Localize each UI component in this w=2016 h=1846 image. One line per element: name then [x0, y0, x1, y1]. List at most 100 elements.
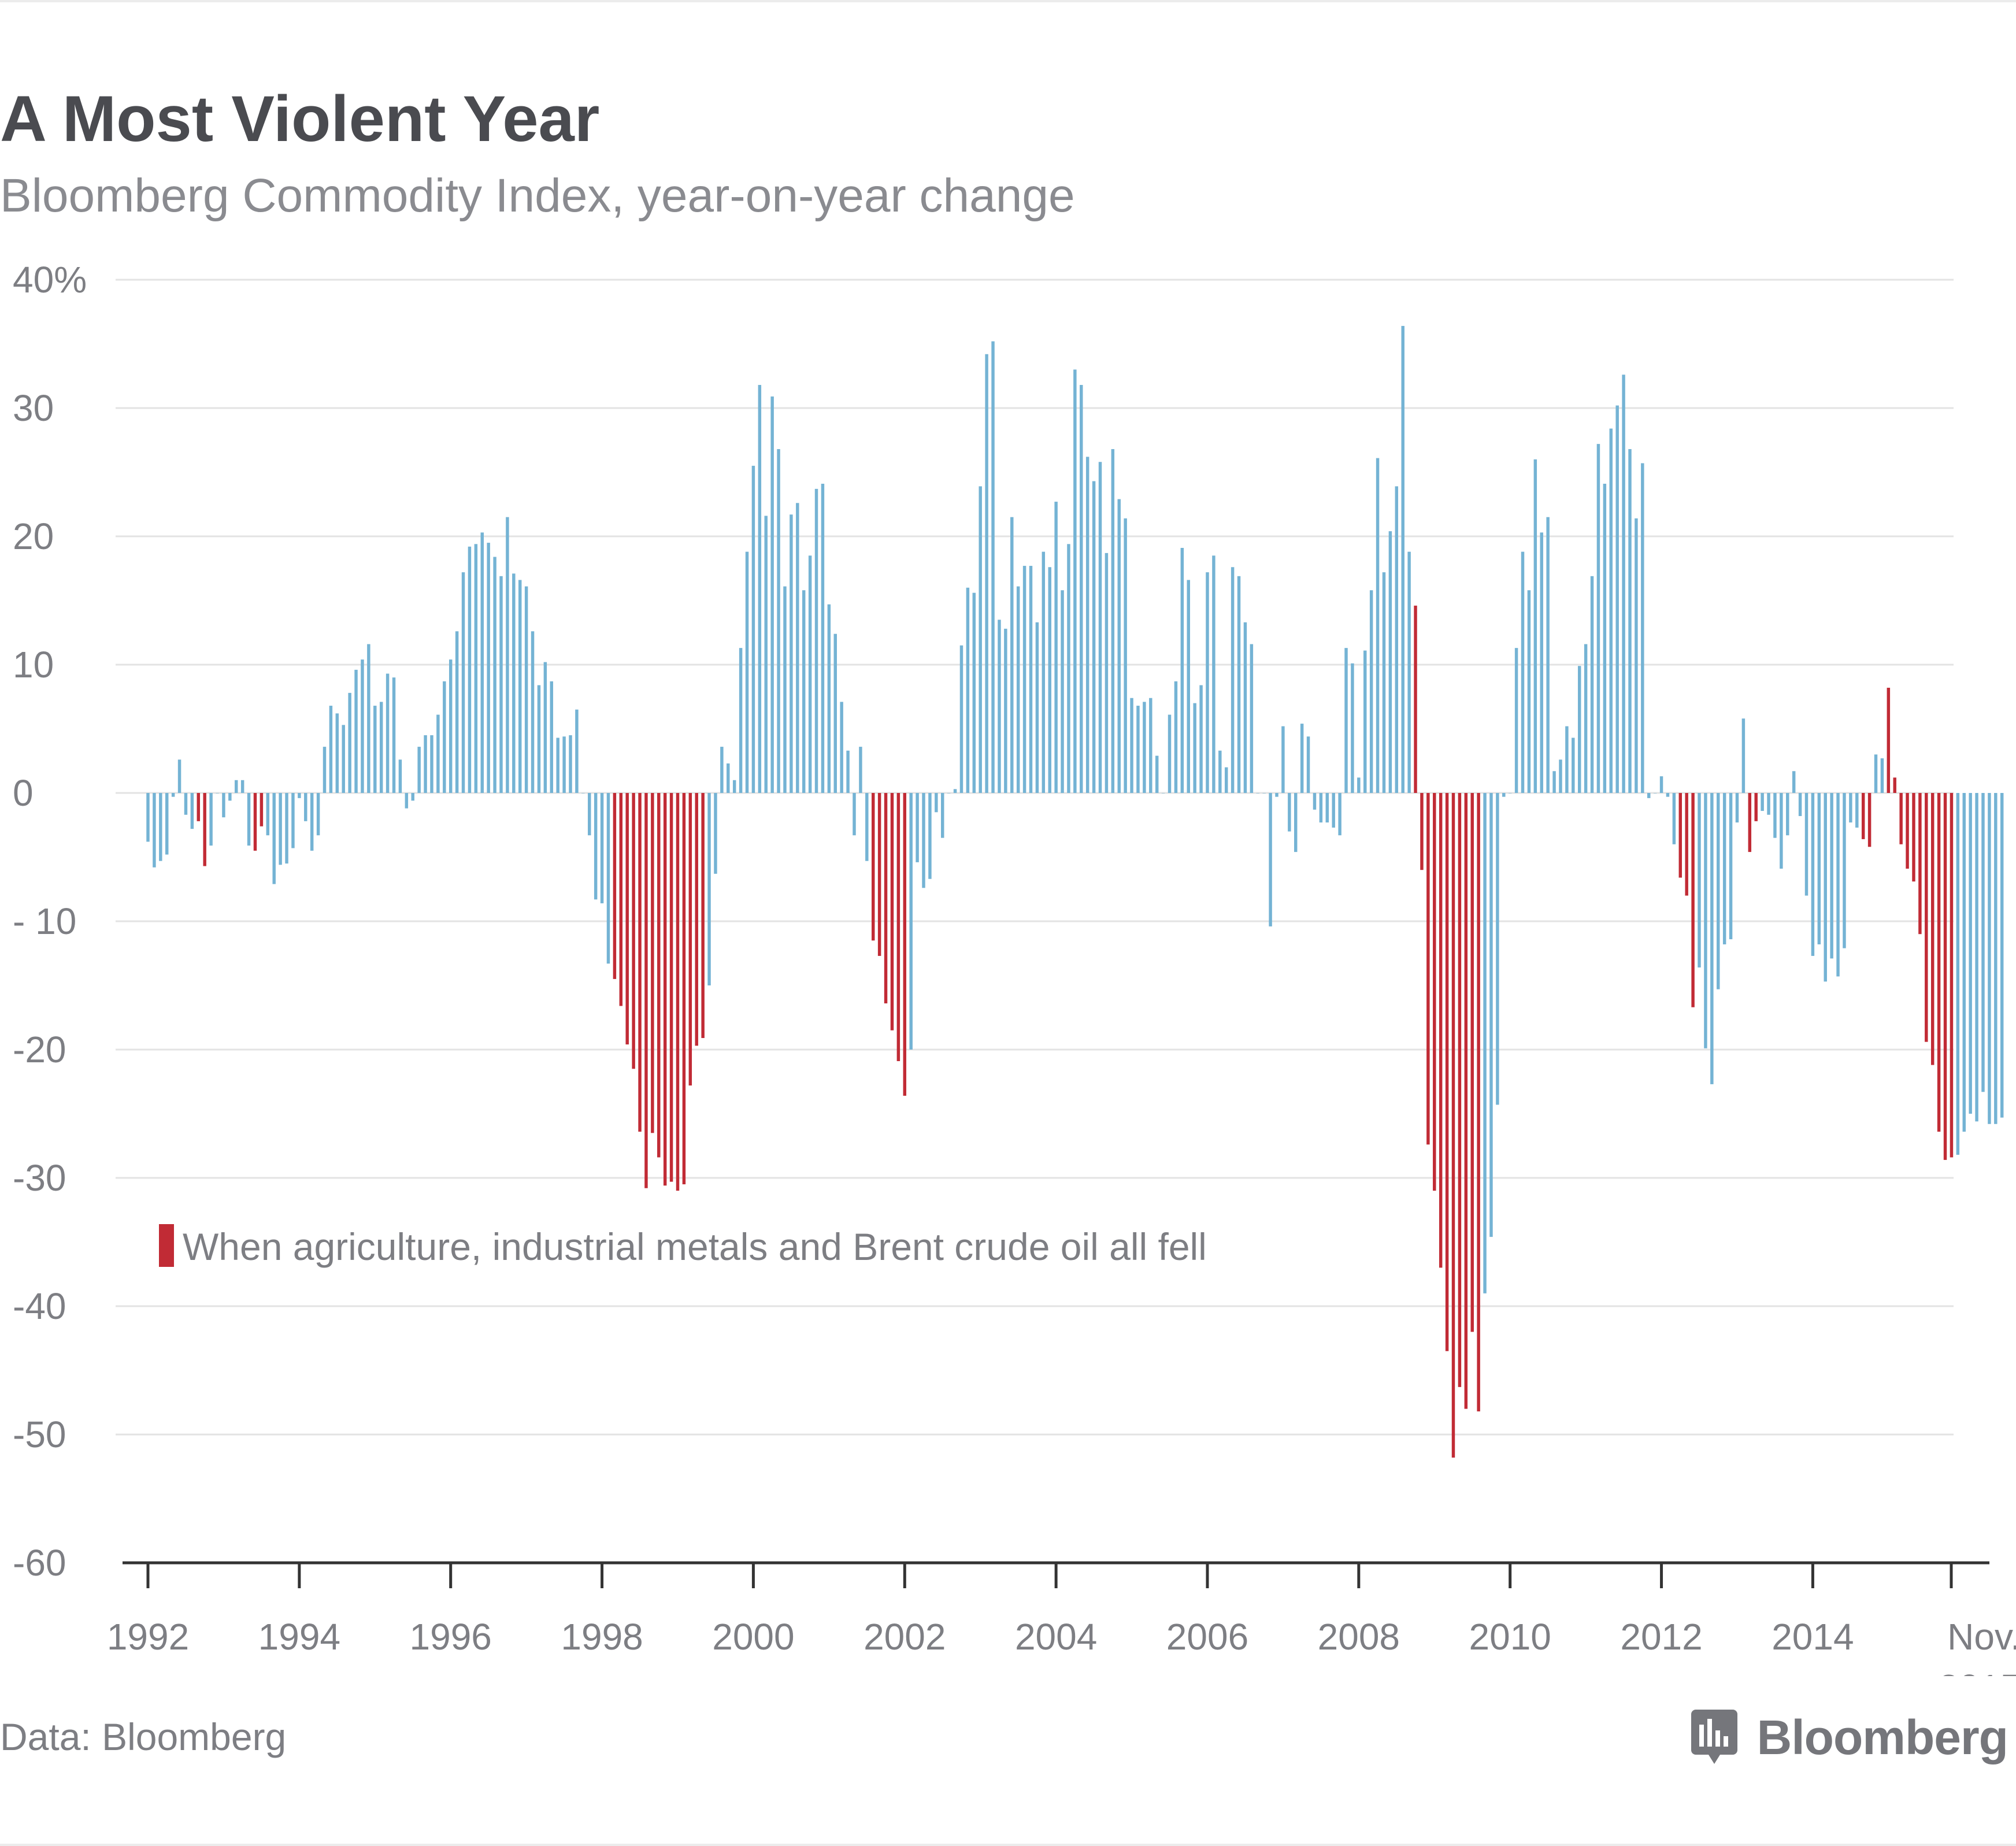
source-note: Data: Bloomberg	[0, 1715, 287, 1758]
bar	[581, 793, 585, 794]
bar	[1155, 755, 1159, 793]
bar	[1704, 793, 1707, 1048]
bar	[216, 793, 219, 794]
bar	[865, 793, 869, 861]
y-tick-label: 10	[13, 644, 54, 685]
bar	[1874, 754, 1878, 793]
bar	[1780, 793, 1783, 869]
bar	[493, 557, 496, 793]
bar	[1811, 793, 1815, 956]
bar	[1521, 551, 1525, 793]
x-tick-label: Nov.	[1947, 1616, 2016, 1658]
bar	[1962, 793, 1966, 1132]
bar	[474, 544, 478, 793]
bar	[1735, 793, 1739, 823]
bar	[853, 793, 856, 836]
y-tick-label: -30	[13, 1157, 66, 1199]
bar	[247, 793, 251, 846]
bar	[1565, 726, 1569, 793]
bar	[758, 385, 762, 793]
bar	[751, 465, 755, 793]
bar	[720, 747, 724, 793]
bar-all-fell	[1414, 605, 1417, 793]
bar	[335, 713, 339, 793]
bar	[1798, 793, 1802, 816]
bar	[827, 604, 831, 793]
bar	[1773, 793, 1777, 838]
bar	[1357, 777, 1361, 793]
bar	[1237, 576, 1241, 793]
bar	[562, 736, 566, 793]
bar	[1603, 483, 1607, 793]
x-tick-label: 2004	[1015, 1616, 1097, 1658]
bar	[1262, 793, 1266, 794]
x-axis	[123, 1561, 1989, 1588]
bar	[417, 747, 421, 793]
bar	[790, 514, 793, 793]
bar	[1187, 580, 1190, 793]
bar	[1388, 531, 1392, 793]
bar-all-fell	[903, 793, 907, 1096]
bar	[1048, 567, 1051, 793]
bar-all-fell	[669, 793, 673, 1182]
bar	[1130, 698, 1133, 793]
bar	[1767, 793, 1770, 815]
bar-all-fell	[632, 793, 635, 1069]
bar	[972, 592, 976, 793]
bar	[1275, 793, 1278, 797]
bar	[291, 793, 295, 848]
bar	[1533, 459, 1537, 793]
bar	[430, 735, 433, 793]
x-tick-label: 2014	[1772, 1616, 1854, 1658]
bar	[922, 793, 925, 888]
bar	[316, 793, 320, 836]
bar	[821, 483, 825, 793]
bar	[1256, 793, 1259, 794]
bar	[1641, 463, 1644, 793]
bar-all-fell	[701, 793, 705, 1039]
bar	[739, 648, 743, 793]
bar	[228, 793, 232, 801]
bar	[1035, 622, 1039, 793]
bloomberg-chart-icon	[1691, 1710, 1737, 1764]
bar	[953, 789, 957, 793]
bar	[606, 793, 610, 964]
bar	[455, 631, 459, 793]
bar-all-fell	[1464, 793, 1468, 1409]
bar	[1401, 325, 1404, 793]
bar-all-fell	[260, 793, 264, 826]
bar	[1722, 793, 1726, 944]
bar	[361, 659, 364, 793]
bar	[1672, 793, 1676, 844]
bar	[1489, 793, 1493, 1237]
bar	[1395, 486, 1399, 793]
bar	[1161, 793, 1165, 794]
bar	[1572, 737, 1575, 793]
bar	[1199, 685, 1203, 793]
bar	[1010, 517, 1014, 793]
bar	[468, 546, 472, 793]
bar	[569, 735, 572, 793]
bar-all-fell	[1893, 777, 1896, 793]
bar-all-fell	[1458, 793, 1462, 1387]
bar	[1067, 544, 1070, 793]
bar	[512, 573, 516, 793]
bar	[1659, 776, 1663, 793]
bar	[348, 692, 351, 793]
bar-all-fell	[1867, 793, 1872, 847]
bar-all-fell	[1451, 793, 1455, 1458]
bar	[556, 737, 559, 793]
bar-all-fell	[1470, 793, 1474, 1332]
bar	[1855, 793, 1859, 828]
bar-all-fell	[1420, 793, 1424, 870]
bar	[1584, 644, 1588, 793]
bar	[594, 793, 598, 900]
bottom-rule	[0, 1844, 2016, 1846]
bar-all-fell	[1477, 793, 1480, 1412]
bar	[916, 793, 919, 862]
bar	[272, 793, 276, 884]
bar	[1880, 758, 1884, 793]
bar	[165, 793, 169, 855]
bar	[499, 576, 503, 793]
bar	[1022, 566, 1026, 793]
